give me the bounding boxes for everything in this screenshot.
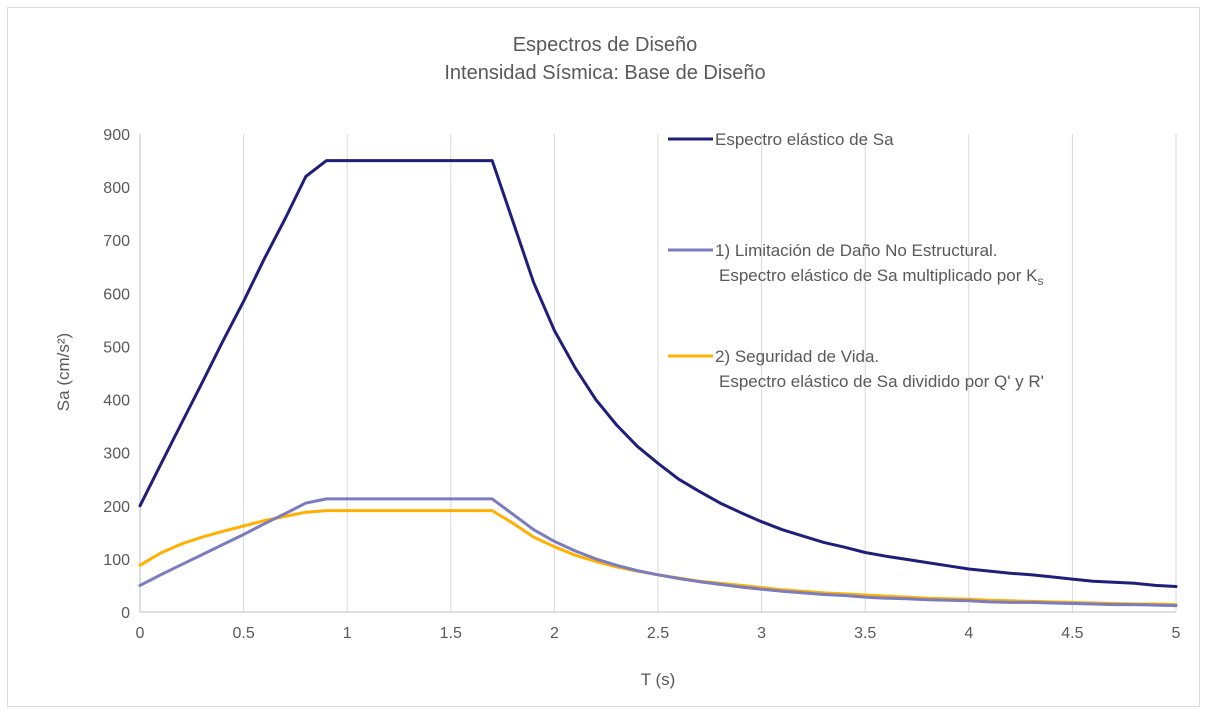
x-axis-label: T (s) bbox=[641, 670, 676, 689]
x-tick-label: 0 bbox=[136, 625, 145, 642]
axis-layer: 0 0.5 1 1.5 2 2.5 3 3.5 4 4.5 5 0 100 200 300 400 500 600… bbox=[103, 127, 1180, 642]
x-tick-label: 2 bbox=[550, 625, 559, 642]
legend-label-qr-line2: Espectro elástico de Sa dividido por Q' … bbox=[719, 372, 1044, 391]
y-tick-label: 200 bbox=[103, 499, 130, 516]
chart-svg: Espectros de Diseño Intensidad Sísmica: … bbox=[54, 34, 1181, 689]
legend: Espectro elástico de Sa 1) Limitación de … bbox=[668, 130, 1044, 391]
y-tick-label: 0 bbox=[121, 605, 130, 622]
chart-frame: Espectros de Diseño Intensidad Sísmica: … bbox=[7, 7, 1200, 707]
chart-title: Espectros de Diseño bbox=[513, 34, 698, 56]
y-tick-label: 600 bbox=[103, 286, 130, 303]
y-tick-label: 900 bbox=[103, 127, 130, 144]
legend-label-elastic: Espectro elástico de Sa bbox=[715, 130, 894, 149]
x-tick-label: 1 bbox=[343, 625, 352, 642]
y-tick-label: 800 bbox=[103, 180, 130, 197]
series-ks-line bbox=[138, 497, 1178, 608]
x-tick-label: 4.5 bbox=[1061, 625, 1083, 642]
x-tick-label: 1.5 bbox=[440, 625, 462, 642]
x-tick-label: 2.5 bbox=[647, 625, 669, 642]
grid-layer bbox=[243, 134, 1177, 612]
legend-label-ks-line2: Espectro elástico de Sa multiplicado por… bbox=[719, 266, 1043, 288]
y-tick-label: 300 bbox=[103, 446, 130, 463]
series-elastic-line bbox=[138, 159, 1178, 588]
x-tick-label: 4 bbox=[964, 625, 973, 642]
x-tick-label: 3.5 bbox=[854, 625, 876, 642]
y-tick-label: 500 bbox=[103, 339, 130, 356]
legend-label-ks: 1) Limitación de Daño No Estructural. bbox=[715, 241, 998, 260]
y-tick-label: 100 bbox=[103, 552, 130, 569]
legend-subscript-ks: s bbox=[1037, 274, 1043, 288]
x-tick-label: 3 bbox=[757, 625, 766, 642]
x-tick-label: 5 bbox=[1172, 625, 1181, 642]
y-tick-label: 400 bbox=[103, 393, 130, 410]
y-tick-label: 700 bbox=[103, 233, 130, 250]
legend-label-qr: 2) Seguridad de Vida. bbox=[715, 347, 879, 366]
y-axis-label: Sa (cm/s²) bbox=[54, 333, 73, 411]
series-layer bbox=[138, 159, 1178, 608]
chart-subtitle: Intensidad Sísmica: Base de Diseño bbox=[444, 62, 765, 84]
x-tick-label: 0.5 bbox=[232, 625, 254, 642]
